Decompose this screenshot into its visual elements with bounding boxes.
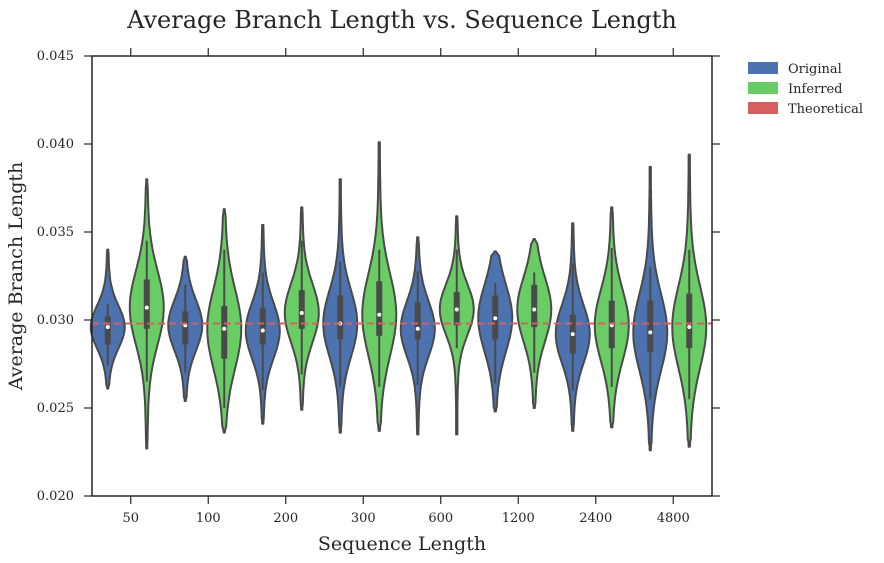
y-tick-label: 0.045 <box>37 49 74 64</box>
iqr-box-inferred-50 <box>143 279 150 329</box>
legend-swatch-inferred <box>748 82 778 94</box>
median-dot-original-200 <box>260 328 265 333</box>
median-dot-original-4800 <box>648 330 653 335</box>
y-axis-label: Average Branch Length <box>5 162 27 391</box>
x-axis-label: Sequence Length <box>318 533 486 555</box>
iqr-box-original-50 <box>104 316 111 345</box>
median-dot-original-600 <box>415 326 420 331</box>
iqr-box-original-600 <box>414 302 421 340</box>
x-tick-label: 50 <box>122 511 139 526</box>
iqr-box-inferred-200 <box>298 290 305 329</box>
y-tick-label: 0.040 <box>37 137 74 152</box>
median-dot-inferred-50 <box>144 305 149 310</box>
x-tick-label: 4800 <box>657 511 690 526</box>
plot-frame <box>91 55 713 497</box>
x-tick-label: 200 <box>273 511 298 526</box>
iqr-box-original-200 <box>259 307 266 345</box>
legend-label-theoretical: Theoretical <box>788 102 863 117</box>
legend-swatch-original <box>748 62 778 74</box>
median-dot-inferred-200 <box>299 310 304 315</box>
iqr-box-original-4800 <box>647 300 654 352</box>
median-dot-inferred-600 <box>454 307 459 312</box>
x-tick-label: 100 <box>196 511 221 526</box>
axes: 0.020 0.025 0.030 0.035 0.040 0.045 50 100 200 30… <box>37 48 720 526</box>
legend-swatch-theoretical <box>748 102 778 114</box>
x-tick-label: 300 <box>351 511 376 526</box>
median-dot-original-1200 <box>493 316 498 321</box>
y-tick-label: 0.025 <box>37 401 74 416</box>
median-dot-inferred-1200 <box>532 307 537 312</box>
y-tick-label: 0.035 <box>37 225 74 240</box>
legend-label-original: Original <box>788 62 842 77</box>
median-dot-inferred-300 <box>377 312 382 317</box>
legend: Original Inferred Theoretical <box>748 62 863 117</box>
iqr-box-inferred-1200 <box>531 284 538 328</box>
iqr-box-original-300 <box>337 295 344 340</box>
iqr-box-original-100 <box>182 311 189 345</box>
chart-title: Average Branch Length vs. Sequence Lengt… <box>126 6 677 34</box>
median-dot-original-50 <box>105 325 110 330</box>
x-tick-label: 2400 <box>579 511 612 526</box>
y-tick-label: 0.030 <box>37 313 74 328</box>
y-tick-label: 0.020 <box>37 489 74 504</box>
x-tick-label: 1200 <box>502 511 535 526</box>
median-dot-inferred-4800 <box>687 325 692 330</box>
x-tick-label: 600 <box>428 511 453 526</box>
median-dot-inferred-100 <box>222 326 227 331</box>
iqr-box-inferred-300 <box>376 281 383 336</box>
median-dot-original-2400 <box>570 332 575 337</box>
iqr-box-inferred-100 <box>221 305 228 359</box>
legend-label-inferred: Inferred <box>788 82 842 97</box>
violin-group <box>89 141 712 452</box>
iqr-box-inferred-4800 <box>686 293 693 349</box>
